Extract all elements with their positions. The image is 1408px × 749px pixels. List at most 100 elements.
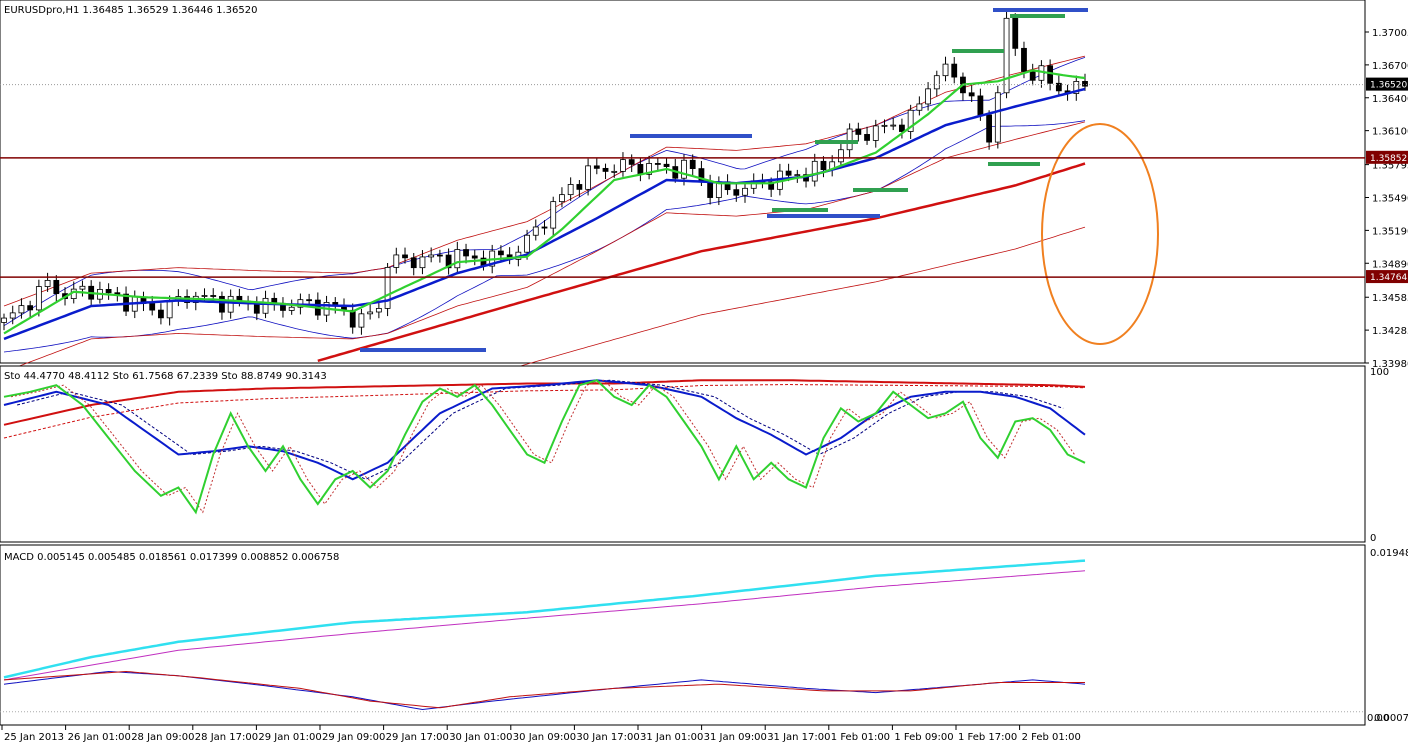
candle-body [471,255,478,259]
price-grid: 1.37005 1.36700 1.36400 1.36100 1.35795 1.354… [1365,28,1408,370]
stochastic-axis-bottom: 0 [1370,533,1376,544]
candle-body [654,163,661,165]
candle-body [681,159,687,179]
candle-body [384,267,391,309]
macd-axis-top: 0.01948 [1370,548,1408,559]
candle-body [166,299,173,319]
candle-body [768,181,775,190]
candle-body [1,317,7,323]
candle-body [637,164,644,175]
candle-body [1082,81,1088,87]
candle-body [35,286,42,311]
macd-series [0,559,1365,713]
candle-body [881,124,888,127]
candle-body [358,313,365,328]
price-tick-label-3: 1.36100 [1372,127,1408,138]
candle-body [1047,65,1054,84]
stochastic-series [3,379,1086,515]
candle-body [349,309,356,328]
candle-body [742,187,748,196]
candle-body [611,170,618,173]
time-tick-label-8: 30 Jan 09:00 [513,732,576,743]
candle-body [1021,47,1027,72]
candle-body [986,114,993,143]
candle-body [1029,71,1036,81]
candle-body [219,295,225,313]
candle-body [593,165,600,169]
candle-body [620,159,626,172]
stochastic-pane[interactable]: Sto 44.4770 48.4112 Sto 61.7568 67.2339 … [0,365,1389,544]
candle-body [785,170,792,176]
candle-body [498,250,504,256]
candle-body [838,149,844,163]
bollinger-lower [3,120,1086,353]
time-tick-label-5: 29 Jan 09:00 [322,732,385,743]
time-tick-label-2: 28 Jan 09:00 [131,732,194,743]
candle-body [628,159,635,165]
candle-body [977,95,984,116]
candle-body [864,134,870,141]
price-tick-label-7: 1.34890 [1372,259,1408,270]
price-series [1,10,1088,375]
time-tick-label-14: 1 Feb 09:00 [894,732,953,743]
candle-body [44,279,51,287]
macd-header: MACD 0.005145 0.005485 0.018561 0.017399… [4,552,339,563]
candle-body [227,295,234,313]
time-tick-label-10: 31 Jan 01:00 [640,732,703,743]
price-tick-label-0: 1.37005 [1372,28,1408,39]
envelope-lower [3,121,1086,373]
price-tick-label-5: 1.35490 [1372,194,1408,205]
candle-body [158,309,164,319]
time-axis: 25 Jan 2013 26 Jan 01:00 28 Jan 09:00 28 Ja… [1,725,1081,743]
current-price-label: 1.36520 [1370,81,1407,91]
candle-body [402,254,408,259]
envelope-far-lower [492,226,1086,375]
sma-20-line [3,87,1086,341]
macd-axis-bottom: 0.00074 [1374,713,1408,724]
candle-body [916,103,923,111]
candle-body [567,184,574,196]
time-tick-label-12: 31 Jan 17:00 [767,732,830,743]
candle-body [811,160,818,182]
candle-body [53,279,60,295]
candle-body [794,174,801,177]
candle-body [925,88,931,105]
candle-body [149,303,156,311]
stochastic-fast-line [3,379,1086,515]
candle-body [410,257,417,269]
candle-body [646,163,653,175]
candle-body [436,254,443,257]
envelope-upper [3,55,1086,307]
candle-body [210,295,217,297]
candle-body [951,63,958,78]
price-pane[interactable]: 1.37005 1.36700 1.36400 1.36100 1.35795 1.354… [0,0,1408,375]
time-tick-label-1: 26 Jan 01:00 [68,732,131,743]
candle-body [550,201,557,229]
candle-body [201,295,208,297]
level-label-1: 1.34764 [1370,273,1407,283]
candle-body [585,165,591,190]
sma-100-line [317,162,1086,363]
candle-body [463,249,469,257]
current-price-badge [1366,77,1408,91]
stochastic-axis-top: 100 [1370,367,1389,378]
macd-axis-bottom-2: 0.00 [1367,713,1389,724]
candle-body [899,124,905,132]
candle-body [79,285,86,290]
candle-body [419,256,426,269]
candle-body [105,289,112,294]
price-tick-label-8: 1.34585 [1372,293,1408,304]
stochastic-slow-line [3,379,1086,426]
level-label-0: 1.35852 [1370,154,1407,164]
macd-pane[interactable]: MACD 0.005145 0.005485 0.018561 0.017399… [0,544,1408,726]
candle-body [942,63,949,77]
macd-fast-signal [3,670,1085,709]
candle-body [288,306,295,311]
macd-main-line [3,559,1086,679]
candle-body [663,163,670,167]
candle-body [445,254,452,269]
candle-body [367,311,374,315]
level-badge-0 [1366,150,1408,164]
price-tick-label-1: 1.36700 [1372,61,1408,72]
